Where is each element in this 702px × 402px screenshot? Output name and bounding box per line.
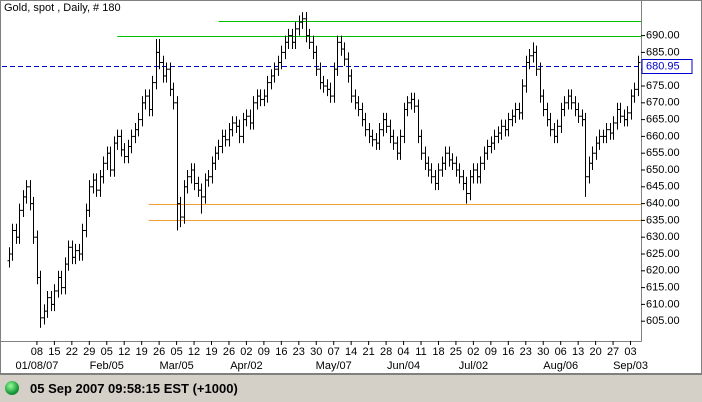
x-tick-label: 12 bbox=[118, 346, 130, 358]
month-label: Apr/02 bbox=[230, 360, 262, 372]
y-tick-label: 650.00 bbox=[646, 164, 680, 176]
x-tick-label: 22 bbox=[66, 346, 78, 358]
month-label: Feb/05 bbox=[90, 360, 124, 372]
y-tick-label: 665.00 bbox=[646, 114, 680, 126]
y-tick-label: 640.00 bbox=[646, 198, 680, 210]
month-label: Jul/02 bbox=[459, 360, 488, 372]
status-indicator bbox=[5, 381, 19, 395]
y-tick-label: 675.00 bbox=[646, 80, 680, 92]
x-tick-label: 30 bbox=[537, 346, 549, 358]
x-tick-label: 19 bbox=[136, 346, 148, 358]
x-tick-label: 16 bbox=[275, 346, 287, 358]
x-tick-label: 13 bbox=[572, 346, 584, 358]
y-tick-label: 685.00 bbox=[646, 46, 680, 58]
last-price-label: 680.95 bbox=[646, 60, 680, 72]
x-tick-label: 09 bbox=[258, 346, 270, 358]
x-tick-label: 26 bbox=[223, 346, 235, 358]
x-tick-label: 18 bbox=[432, 346, 444, 358]
month-label: 01/08/07 bbox=[16, 360, 59, 372]
y-tick-label: 645.00 bbox=[646, 181, 680, 193]
x-tick-label: 19 bbox=[205, 346, 217, 358]
month-label: Jun/04 bbox=[387, 360, 420, 372]
y-tick-label: 625.00 bbox=[646, 248, 680, 260]
y-tick-label: 605.00 bbox=[646, 315, 680, 327]
x-tick-label: 09 bbox=[485, 346, 497, 358]
x-tick-label: 30 bbox=[310, 346, 322, 358]
x-tick-label: 14 bbox=[345, 346, 357, 358]
month-label: Mar/05 bbox=[159, 360, 193, 372]
x-tick-label: 07 bbox=[328, 346, 340, 358]
x-tick-label: 03 bbox=[624, 346, 636, 358]
x-tick-label: 12 bbox=[188, 346, 200, 358]
y-tick-label: 610.00 bbox=[646, 298, 680, 310]
status-bar: 05 Sep 2007 09:58:15 EST (+1000) bbox=[0, 374, 702, 402]
month-label: May/07 bbox=[316, 360, 352, 372]
x-tick-label: 23 bbox=[293, 346, 305, 358]
x-tick-label: 08 bbox=[31, 346, 43, 358]
x-tick-label: 15 bbox=[48, 346, 60, 358]
y-tick-label: 620.00 bbox=[646, 265, 680, 277]
chart-border bbox=[0, 0, 702, 374]
y-tick-label: 630.00 bbox=[646, 231, 680, 243]
chart: Gold, spot , Daily, # 180 605.00 610.00 61… bbox=[0, 0, 702, 374]
x-tick-label: 26 bbox=[153, 346, 165, 358]
x-tick-label: 28 bbox=[380, 346, 392, 358]
x-tick-label: 02 bbox=[467, 346, 479, 358]
y-tick-label: 615.00 bbox=[646, 282, 680, 294]
x-tick-label: 29 bbox=[83, 346, 95, 358]
y-tick-label: 635.00 bbox=[646, 214, 680, 226]
y-tick-label: 660.00 bbox=[646, 130, 680, 142]
y-tick-label: 655.00 bbox=[646, 147, 680, 159]
y-tick-label: 690.00 bbox=[646, 30, 680, 42]
chart-title: Gold, spot , Daily, # 180 bbox=[4, 2, 121, 14]
x-tick-label: 16 bbox=[502, 346, 514, 358]
x-tick-label: 27 bbox=[607, 346, 619, 358]
x-tick-label: 05 bbox=[101, 346, 113, 358]
last-price-box bbox=[641, 59, 693, 74]
x-tick-label: 04 bbox=[397, 346, 409, 358]
x-tick-label: 20 bbox=[589, 346, 601, 358]
month-label: Sep/03 bbox=[613, 360, 648, 372]
x-tick-label: 06 bbox=[555, 346, 567, 358]
month-label: Aug/06 bbox=[543, 360, 578, 372]
y-tick-label: 670.00 bbox=[646, 97, 680, 109]
x-tick-label: 25 bbox=[450, 346, 462, 358]
x-tick-label: 21 bbox=[363, 346, 375, 358]
x-tick-label: 11 bbox=[415, 346, 426, 358]
x-tick-label: 02 bbox=[240, 346, 252, 358]
x-tick-label: 05 bbox=[170, 346, 182, 358]
x-tick-label: 23 bbox=[520, 346, 532, 358]
status-text: 05 Sep 2007 09:58:15 EST (+1000) bbox=[30, 381, 238, 396]
